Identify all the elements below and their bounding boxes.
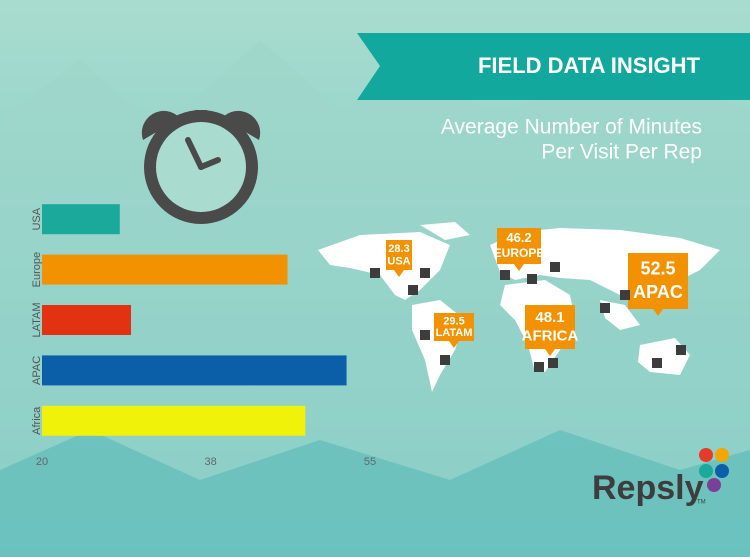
map-callout [628,253,688,316]
x-tick-label: 55 [364,456,376,468]
title: Per Visit Per Rep [541,141,702,164]
map-pin [620,290,630,300]
y-tick-label: Africa [31,406,43,435]
x-tick-label: 38 [205,456,217,468]
x-tick-label: 20 [36,456,48,468]
title: Average Number of Minutes [441,116,702,139]
map-region-label: USA [387,256,410,268]
map-callout [525,305,575,356]
clock-icon [141,110,261,224]
logo-dot [699,448,713,462]
logo-dot [715,464,729,478]
logo-dot [715,448,729,462]
map-pin [652,358,662,368]
y-tick-label: Europe [31,252,43,287]
map-pin [600,303,610,313]
map-value-label: 46.2 [506,230,531,245]
map-pin [527,274,537,284]
map-pin [676,345,686,355]
map-pin [548,358,558,368]
map-pin [420,330,430,340]
map-pin [500,270,510,280]
y-tick-label: USA [31,207,43,230]
brand: Repsly [592,469,704,507]
map-pin [440,355,450,365]
trademark: TM [697,500,706,506]
y-tick-label: APAC [31,356,43,385]
map-value-label: 28.3 [388,243,409,255]
map-region-label: AFRICA [522,328,579,345]
map-value-label: 52.5 [640,259,675,279]
map-pin [420,268,430,278]
map-region-label: EUROPE [494,246,545,260]
map-pin [370,268,380,278]
logo-dot [699,464,713,478]
map-callout [434,313,474,348]
y-tick-label: LATAM [31,302,43,337]
bg-shape [0,430,750,557]
map-pin [550,262,560,272]
map-value-label: 29.5 [443,315,464,327]
bar [42,254,288,285]
map-region-label: APAC [633,282,683,302]
bar [42,355,347,386]
bar [42,204,120,235]
map-callout [497,228,541,271]
map-value-label: 48.1 [535,309,564,326]
banner [357,33,750,100]
map-pin [408,285,418,295]
bar [42,305,132,335]
map-callout [386,240,412,277]
bar [42,405,306,436]
banner-text: FIELD DATA INSIGHT [478,53,701,78]
map-region-label: LATAM [436,327,473,339]
logo-dot [707,478,721,492]
map-pin [534,362,544,372]
